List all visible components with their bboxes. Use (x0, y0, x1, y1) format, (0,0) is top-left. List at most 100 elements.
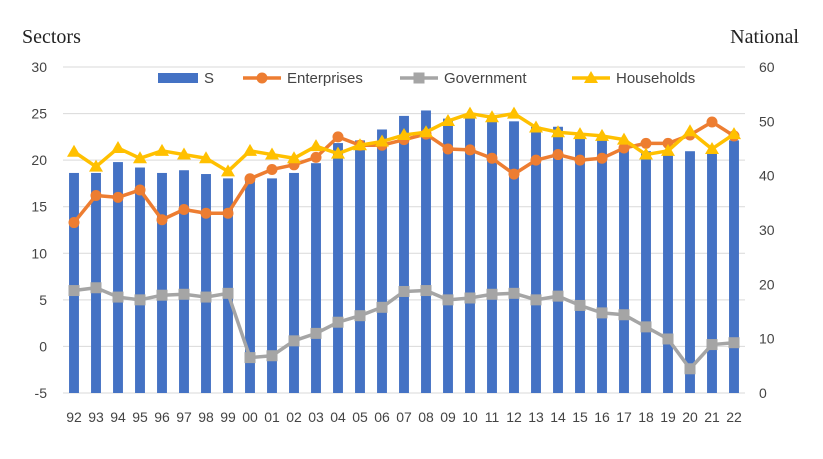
bar (179, 170, 189, 393)
x-tick-label: 92 (66, 409, 82, 425)
bar (597, 140, 607, 393)
x-tick-label: 00 (242, 409, 258, 425)
government-point (728, 337, 740, 349)
bar (465, 115, 475, 394)
households-point (177, 147, 191, 160)
legend-government-marker (413, 72, 425, 84)
households-point (705, 141, 719, 154)
bar (223, 178, 233, 393)
x-tick-label: 93 (88, 409, 104, 425)
enterprises-point (486, 152, 498, 164)
right-tick-label: 60 (759, 59, 775, 75)
right-tick-label: 20 (759, 276, 775, 292)
government-point (398, 285, 410, 297)
government-point (442, 294, 454, 306)
enterprises-point (244, 173, 256, 185)
enterprises-point (310, 151, 322, 163)
enterprises-point (530, 154, 542, 166)
government-point (684, 363, 696, 375)
x-tick-label: 04 (330, 409, 346, 425)
bar (69, 172, 79, 393)
enterprises-point (266, 163, 278, 175)
x-tick-label: 13 (528, 409, 544, 425)
government-point (266, 350, 278, 362)
households-point (419, 125, 433, 138)
government-point (354, 310, 366, 322)
legend-s-swatch (158, 73, 198, 83)
enterprises-point (596, 152, 608, 164)
x-tick-label: 99 (220, 409, 236, 425)
households-point (111, 141, 125, 154)
government-point (112, 291, 124, 303)
x-tick-label: 16 (594, 409, 610, 425)
right-tick-label: 0 (759, 385, 767, 401)
households-point (397, 127, 411, 140)
government-point (486, 288, 498, 300)
right-tick-label: 10 (759, 331, 775, 347)
x-tick-label: 95 (132, 409, 148, 425)
households-point (309, 139, 323, 152)
government-point (288, 335, 300, 347)
government-point (332, 316, 344, 328)
x-tick-label: 22 (726, 409, 742, 425)
right-tick-label: 50 (759, 113, 775, 129)
enterprises-point (508, 168, 520, 180)
households-point (221, 164, 235, 177)
households-point (67, 144, 81, 157)
bar (663, 153, 673, 393)
households-point (199, 151, 213, 164)
x-tick-label: 19 (660, 409, 676, 425)
enterprises-point (574, 154, 586, 166)
households-point (353, 138, 367, 151)
legend-households-label: Households (616, 70, 695, 87)
x-tick-label: 18 (638, 409, 654, 425)
bar (531, 126, 541, 394)
households-point (727, 127, 741, 140)
government-point (68, 285, 80, 297)
government-point (420, 285, 432, 297)
left-tick-label: 5 (39, 292, 47, 308)
enterprises-point (442, 143, 454, 155)
bar (113, 162, 123, 393)
x-tick-label: 14 (550, 409, 566, 425)
legend-enterprises-marker (256, 72, 268, 84)
legend-s-label: S (204, 70, 214, 87)
government-point (508, 287, 520, 299)
households-point (639, 147, 653, 160)
households-point (243, 143, 257, 156)
households-point (441, 114, 455, 127)
bar (729, 140, 739, 393)
x-tick-label: 05 (352, 409, 368, 425)
enterprises-point (200, 207, 212, 219)
bar (135, 167, 145, 393)
enterprises-point (112, 191, 124, 203)
enterprises-point (640, 137, 652, 149)
bar (641, 151, 651, 393)
enterprises-point (68, 217, 80, 229)
x-tick-label: 15 (572, 409, 588, 425)
government-point (662, 333, 674, 345)
bar (399, 115, 409, 394)
enterprises-point (90, 190, 102, 202)
right-tick-label: 30 (759, 222, 775, 238)
government-point (222, 287, 234, 299)
government-point (200, 291, 212, 303)
enterprises-point (464, 144, 476, 156)
x-tick-label: 08 (418, 409, 434, 425)
government-point (596, 307, 608, 319)
bar (311, 163, 321, 393)
households-point (89, 159, 103, 172)
x-tick-label: 11 (485, 409, 500, 425)
bar (575, 134, 585, 393)
households-point (551, 125, 565, 138)
bar (157, 172, 167, 393)
households-point (507, 106, 521, 119)
x-tick-label: 98 (198, 409, 214, 425)
x-tick-label: 17 (616, 409, 632, 425)
bar (333, 143, 343, 393)
households-point (375, 134, 389, 147)
government-point (156, 289, 168, 301)
government-point (530, 294, 542, 306)
